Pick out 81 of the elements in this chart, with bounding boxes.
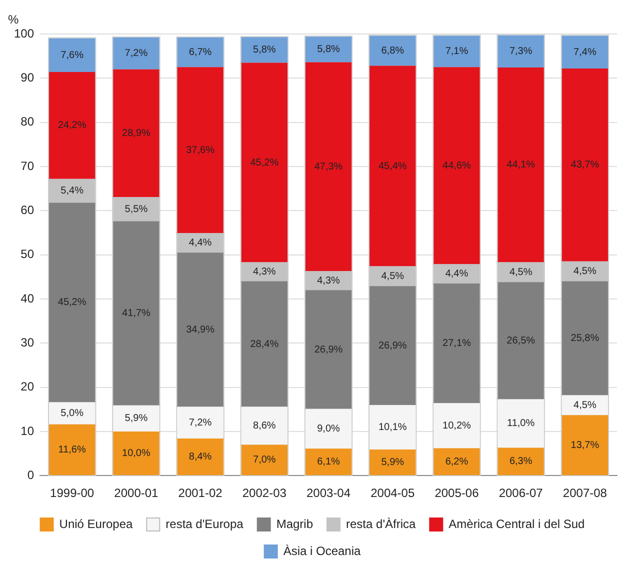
data-label: 4,5%	[381, 270, 404, 282]
data-label: 6,3%	[509, 456, 532, 468]
data-label: 10,1%	[378, 422, 407, 433]
data-label: 28,4%	[250, 338, 279, 350]
legend-label: resta d'Europa	[166, 516, 244, 531]
x-tick-label: 2004-05	[370, 486, 415, 500]
data-label: 44,1%	[506, 160, 536, 171]
x-tick-label: 2003-04	[306, 486, 351, 500]
x-tick-label: 2007-08	[562, 486, 608, 500]
data-label: 37,6%	[186, 144, 215, 156]
data-label: 7,2%	[124, 48, 148, 60]
data-label: 6,7%	[188, 47, 212, 58]
data-label: 34,9%	[186, 324, 215, 336]
y-tick-label: 70	[20, 158, 34, 173]
y-tick-label: 50	[20, 247, 34, 262]
data-label: 6,2%	[445, 456, 468, 468]
data-label: 25,8%	[570, 333, 600, 344]
data-label: 5,5%	[124, 204, 148, 215]
data-label: 7,4%	[574, 46, 596, 58]
data-label: 5,8%	[253, 44, 276, 56]
x-tick-label: 2000-01	[114, 486, 159, 500]
data-label: 5,9%	[381, 457, 404, 468]
data-label: 4,5%	[574, 266, 596, 278]
data-label: 8,6%	[253, 420, 276, 432]
data-label: 45,2%	[250, 157, 279, 168]
data-label: 11,0%	[507, 418, 535, 430]
data-label: 27,1%	[442, 338, 472, 350]
data-label: 26,5%	[506, 335, 536, 346]
x-tick-label: 2002-03	[242, 486, 287, 500]
legend-label: Amèrica Central i del Sud	[448, 516, 585, 531]
data-label: 7,2%	[188, 417, 212, 428]
data-label: 7,3%	[509, 46, 532, 58]
data-label: 45,2%	[58, 297, 86, 308]
y-axis-title: %	[8, 12, 19, 26]
data-label: 41,7%	[122, 308, 150, 320]
data-label: 10,2%	[442, 420, 472, 432]
data-label: 8,4%	[188, 452, 212, 463]
data-label: 7,0%	[253, 454, 276, 466]
y-tick-label: 60	[20, 202, 34, 217]
legend-label: Magrib	[276, 516, 314, 531]
x-tick-label: 1999-00	[50, 486, 94, 500]
data-label: 4,4%	[445, 268, 468, 280]
y-tick-label: 100	[14, 26, 34, 40]
x-tick-label: 2001-02	[178, 486, 223, 500]
data-label: 9,0%	[317, 424, 340, 435]
data-label: 44,6%	[442, 160, 472, 172]
data-label: 47,3%	[314, 161, 343, 172]
data-label: 4,5%	[574, 400, 596, 411]
x-tick-label: 2005-06	[434, 486, 480, 500]
data-label: 28,9%	[122, 128, 150, 139]
data-label: 5,9%	[124, 413, 148, 424]
data-label: 24,2%	[58, 120, 86, 132]
y-tick-label: 30	[20, 335, 34, 350]
data-label: 7,6%	[60, 50, 84, 61]
y-tick-label: 0	[27, 468, 34, 482]
data-label: 5,4%	[60, 186, 84, 197]
y-tick-label: 10	[20, 424, 34, 438]
data-label: 43,7%	[570, 160, 600, 171]
y-tick-label: 40	[20, 291, 34, 306]
y-tick-label: 80	[20, 114, 34, 129]
y-tick-label: 20	[20, 380, 34, 394]
data-label: 5,8%	[317, 44, 340, 56]
data-label: 45,4%	[378, 160, 407, 172]
data-label: 6,1%	[317, 456, 340, 468]
data-label: 13,7%	[570, 440, 600, 451]
data-label: 10,0%	[122, 448, 150, 460]
data-label: 7,1%	[445, 46, 468, 58]
data-label: 6,8%	[381, 46, 404, 57]
data-label: 11,6%	[58, 444, 86, 456]
data-label: 4,3%	[317, 275, 340, 286]
data-label: 4,4%	[188, 238, 212, 249]
data-label: 5,0%	[60, 408, 84, 420]
y-tick-label: 90	[20, 70, 34, 84]
data-label: 4,3%	[253, 266, 276, 278]
data-label: 26,9%	[314, 344, 343, 356]
legend-label: Àsia i Oceania	[283, 544, 362, 558]
legend-label: Unió Europea	[59, 516, 133, 531]
legend-label: resta d'Àfrica	[346, 516, 416, 531]
x-tick-label: 2006-07	[498, 486, 544, 500]
data-label: 4,5%	[509, 266, 532, 278]
data-label: 26,9%	[378, 340, 407, 352]
